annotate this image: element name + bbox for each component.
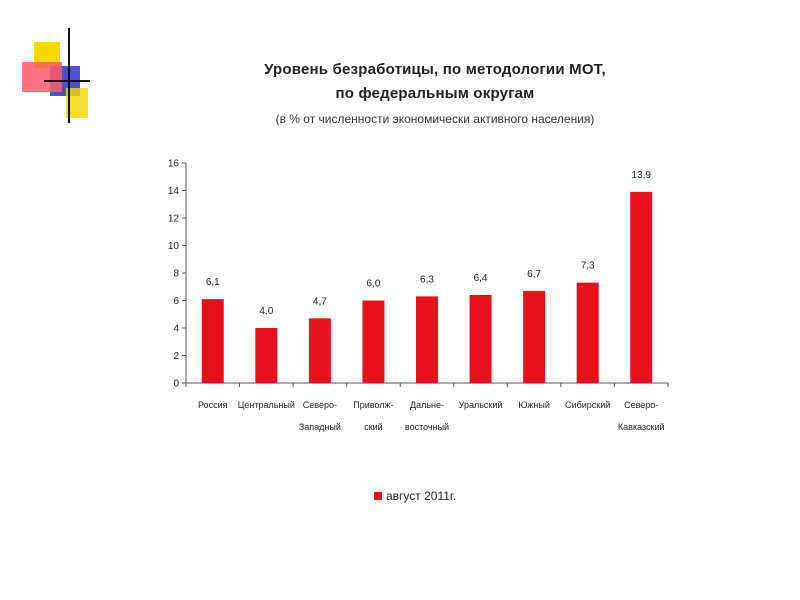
category-label: Россия [198,400,228,410]
category-label: Центральный [238,400,295,410]
data-label: 6,1 [206,277,220,288]
data-label: 13,9 [631,170,651,181]
y-tick-label: 10 [168,241,180,252]
bar [201,299,224,383]
y-tick-label: 14 [168,186,180,197]
decorative-squares [20,28,90,128]
bar [308,318,331,383]
chart-title-line1: Уровень безработицы, по методологии МОТ, [264,61,606,78]
y-tick-label: 16 [168,159,180,170]
category-label: Кавказский [618,422,665,432]
data-label: 4,0 [259,306,273,317]
bar [576,282,599,383]
category-label: Приволж- [353,400,393,410]
bar [416,296,438,383]
bar [362,300,385,383]
category-label: Южный [518,400,550,410]
legend: август 2011г. [374,489,456,503]
data-label: 7,3 [581,261,595,272]
bar [523,290,546,383]
y-tick-label: 6 [173,296,179,307]
y-tick-label: 2 [173,351,179,362]
chart-header: Уровень безработицы, по методологии МОТ,… [190,58,680,126]
category-label: Дальне- [410,400,444,410]
y-tick-label: 8 [173,269,179,280]
data-label: 4,7 [313,296,327,307]
chart-title-line2: по федеральным округам [335,85,535,102]
y-tick-label: 0 [173,379,179,390]
bar [255,328,278,383]
category-label: Уральский [459,400,503,410]
category-label: ский [364,422,383,432]
y-tick-label: 4 [173,324,179,335]
data-label: 6,4 [474,273,488,284]
legend-label: август 2011г. [386,489,457,503]
chart-subtitle: (в % от численности экономически активно… [275,112,595,126]
category-label: Западный [299,422,341,432]
bar [469,295,492,383]
legend-swatch [374,492,382,500]
category-label: восточный [405,422,449,432]
bar [630,191,653,383]
category-label: Сибирский [565,400,610,410]
data-label: 6,0 [366,279,380,290]
data-label: 6,7 [527,269,541,280]
category-label: Северо- [303,400,337,410]
data-label: 6,3 [420,274,434,285]
category-label: Северо- [624,400,658,410]
y-tick-label: 12 [168,214,180,225]
